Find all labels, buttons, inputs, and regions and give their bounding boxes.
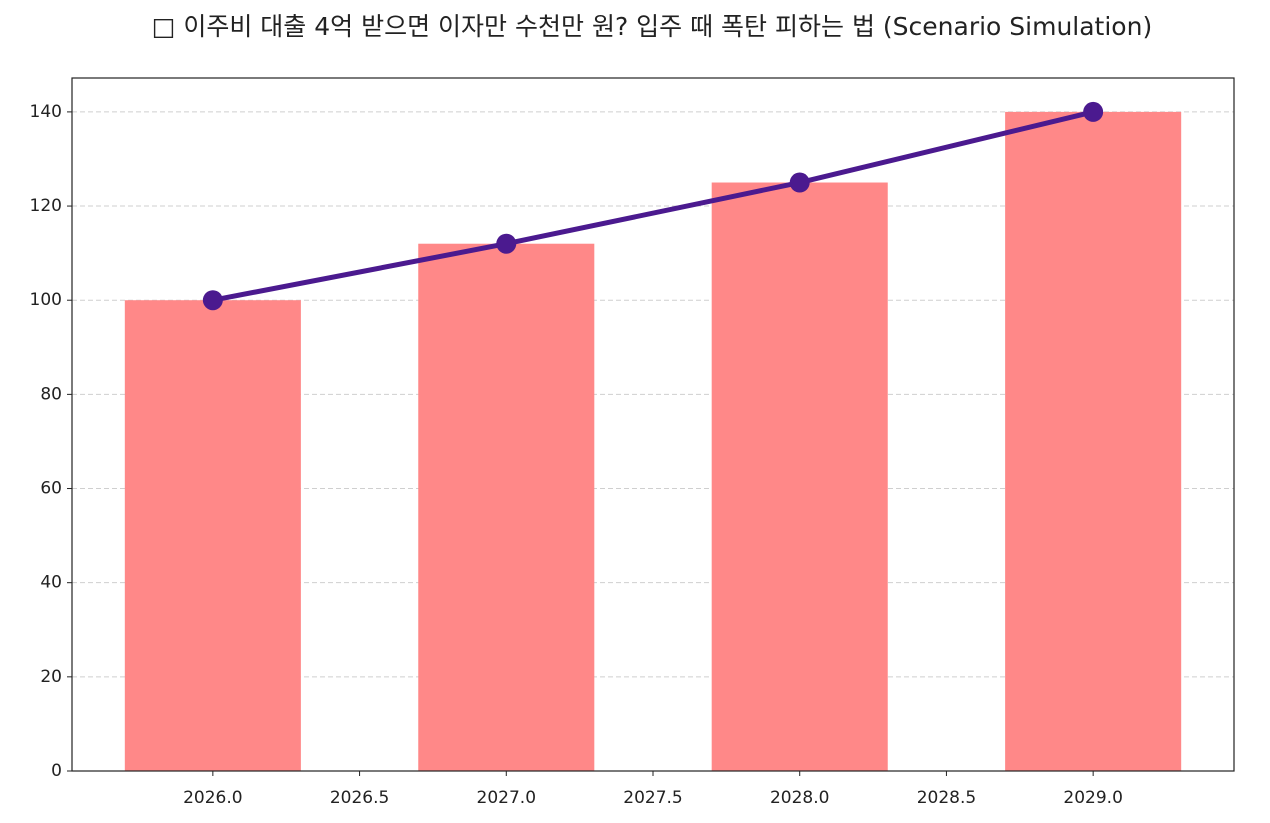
y-tick-label: 120: [30, 196, 62, 216]
point: [202, 290, 223, 311]
line: [212, 109, 1094, 303]
x-tick-label: 2026.5: [330, 788, 389, 808]
chart-title: □ 이주비 대출 4억 받으면 이자만 수천만 원? 입주 때 폭탄 피하는 법…: [152, 12, 1152, 41]
point: [1083, 101, 1104, 122]
bar: [1005, 111, 1182, 772]
point: [789, 172, 810, 193]
y-tick-label: 100: [30, 290, 62, 310]
x-tick-label: 2027.5: [623, 788, 682, 808]
bar: [418, 243, 595, 771]
x-tick-label: 2029.0: [1063, 788, 1122, 808]
y-tick-label: 140: [30, 102, 62, 122]
y-tick-label: 40: [40, 573, 62, 593]
y-tick-label: 80: [40, 384, 62, 404]
x-tick-label: 2028.0: [770, 788, 829, 808]
plot-frame: [71, 77, 1235, 772]
bar: [124, 300, 301, 771]
point: [496, 233, 517, 254]
y-tick-label: 0: [51, 761, 62, 781]
y-tick-label: 20: [40, 667, 62, 687]
x-tick-label: 2026.0: [183, 788, 242, 808]
x-tick-label: 2027.0: [477, 788, 536, 808]
bar: [711, 182, 888, 771]
x-tick-label: 2028.5: [917, 788, 976, 808]
y-tick-label: 60: [40, 479, 62, 499]
